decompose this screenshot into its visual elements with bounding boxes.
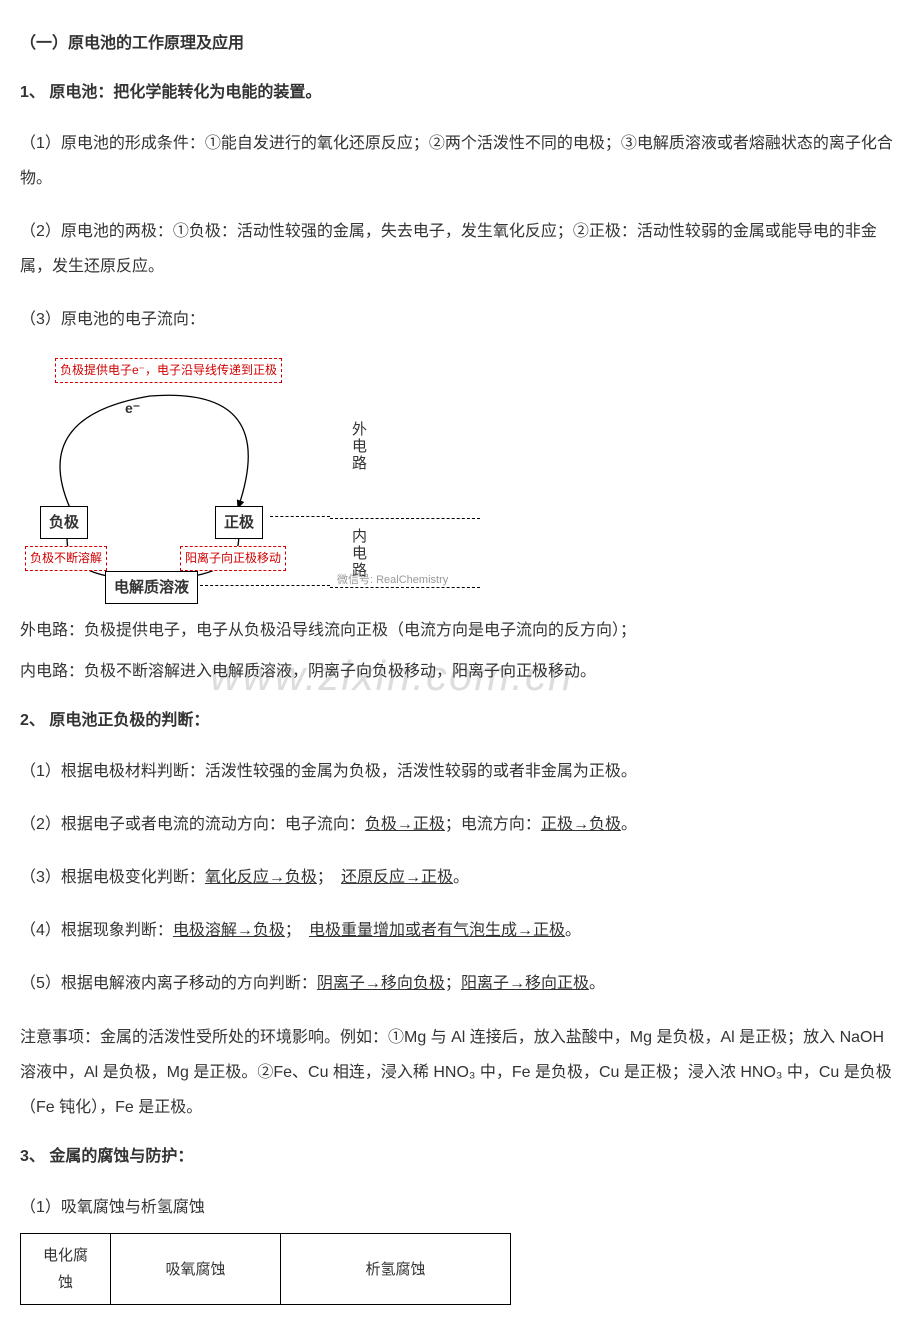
para-electron-flow: （3）原电池的电子流向： <box>20 302 900 337</box>
judge3-pre: （3）根据电极变化判断： <box>20 869 205 886</box>
judge-4: （4）根据现象判断：电极溶解→负极； 电极重量增加或者有气泡生成→正极。 <box>20 913 900 948</box>
judge2-u2: 正极→负极 <box>541 816 621 833</box>
electron-label: e⁻ <box>125 396 140 421</box>
judge-1: （1）根据电极材料判断：活泼性较强的金属为负极，活泼性较弱的或者非金属为正极。 <box>20 754 900 789</box>
judge4-pre: （4）根据现象判断： <box>20 922 173 939</box>
electrolyte-box: 电解质溶液 <box>105 571 198 604</box>
para-conditions: （1）原电池的形成条件：①能自发进行的氧化还原反应；②两个活泼性不同的电极；③电… <box>20 126 900 196</box>
table-h3: 析氢腐蚀 <box>281 1234 511 1305</box>
judge4-end: 。 <box>565 922 581 939</box>
judge3-u1: 氧化反应→负极 <box>205 869 317 886</box>
judge4-u1: 电极溶解→负极 <box>173 922 285 939</box>
corrosion-intro: （1）吸氧腐蚀与析氢腐蚀 <box>20 1190 900 1225</box>
heading-2: 2、 原电池正负极的判断： <box>20 707 900 736</box>
judge2-end: 。 <box>621 816 637 833</box>
table-h2: 吸氧腐蚀 <box>111 1234 281 1305</box>
judge3-u2: 还原反应→正极 <box>341 869 453 886</box>
judge2-mid: ；电流方向： <box>445 816 541 833</box>
section-title: （一）原电池的工作原理及应用 <box>20 30 900 59</box>
circuit-diagram: 负极提供电子e⁻，电子沿导线传递到正极 e⁻ 负极 正极 负极不断溶解 阳离子向… <box>20 356 480 601</box>
heading-1: 1、 原电池：把化学能转化为电能的装置。 <box>20 79 900 108</box>
judge3-sep: ； <box>317 869 341 886</box>
judge4-u2: 电极重量增加或者有气泡生成→正极 <box>309 922 565 939</box>
judge4-sep: ； <box>285 922 309 939</box>
judge-5: （5）根据电解液内离子移动的方向判断：阴离子→移向负极；阳离子→移向正极。 <box>20 966 900 1001</box>
note-para: 注意事项：金属的活泼性受所处的环境影响。例如：①Mg 与 Al 连接后，放入盐酸… <box>20 1020 900 1126</box>
outer-circuit-desc: 外电路：负极提供电子，电子从负极沿导线流向正极（电流方向是电子流向的反方向）； <box>20 613 900 648</box>
corrosion-table: 电化腐蚀 吸氧腐蚀 析氢腐蚀 <box>20 1233 511 1305</box>
table-h1: 电化腐蚀 <box>21 1234 111 1305</box>
judge-3: （3）根据电极变化判断：氧化反应→负极； 还原反应→正极。 <box>20 860 900 895</box>
judge5-u2: 阳离子→移向正极 <box>461 975 589 992</box>
diagram-watermark: 微信号: RealChemistry <box>337 571 448 591</box>
judge5-sep: ； <box>445 975 461 992</box>
right-red-label: 阳离子向正极移动 <box>180 546 286 572</box>
left-red-label: 负极不断溶解 <box>25 546 107 572</box>
heading-3: 3、 金属的腐蚀与防护： <box>20 1143 900 1172</box>
judge3-end: 。 <box>453 869 469 886</box>
pos-electrode-box: 正极 <box>215 506 263 539</box>
neg-electrode-box: 负极 <box>40 506 88 539</box>
diagram-top-red-label: 负极提供电子e⁻，电子沿导线传递到正极 <box>55 358 282 384</box>
judge5-u1: 阴离子→移向负极 <box>317 975 445 992</box>
judge-2: （2）根据电子或者电流的流动方向：电子流向：负极→正极；电流方向：正极→负极。 <box>20 807 900 842</box>
outer-circuit-label: 外电路 <box>345 421 372 472</box>
judge5-pre: （5）根据电解液内离子移动的方向判断： <box>20 975 317 992</box>
judge5-end: 。 <box>589 975 605 992</box>
inner-circuit-desc: 内电路：负极不断溶解进入电解质溶液，阴离子向负极移动，阳离子向正极移动。 <box>20 654 900 689</box>
para-electrodes: （2）原电池的两极：①负极：活动性较强的金属，失去电子，发生氧化反应；②正极：活… <box>20 214 900 284</box>
judge2-pre: （2）根据电子或者电流的流动方向：电子流向： <box>20 816 365 833</box>
judge2-u1: 负极→正极 <box>365 816 445 833</box>
